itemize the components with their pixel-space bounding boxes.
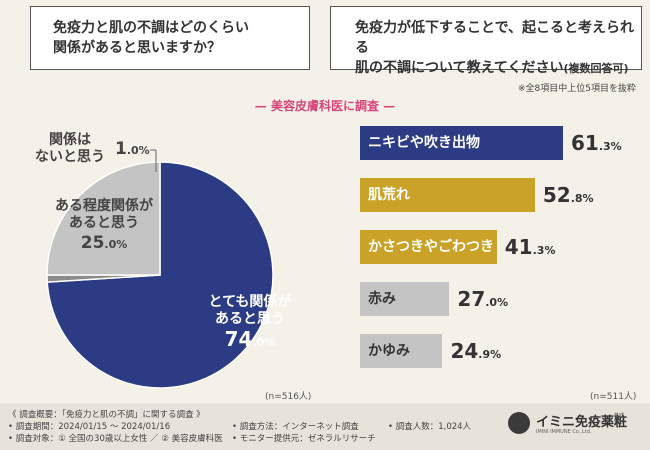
bar-label-2: かさつきやごわつき xyxy=(368,239,494,255)
bar-label-4: かゆみ xyxy=(368,343,410,359)
pie-value-slice-1: 1.0% xyxy=(115,139,150,159)
footer-count: • 調査人数：1,024人 xyxy=(388,422,472,432)
bar-label-3: 赤み xyxy=(368,291,396,307)
survey-title: — 美容皮膚科医に調査 — xyxy=(254,99,396,113)
footer-method: • 調査方法：インターネット調査 xyxy=(232,422,359,432)
question-2-line1: 免疫力が低下することで、起こると考えられる xyxy=(355,20,635,56)
bar-label-1: 肌荒れ xyxy=(368,187,410,203)
question-2-note: (複数回答可) xyxy=(563,62,629,75)
bar-1 xyxy=(360,178,535,212)
bar-value-0: 61.3% xyxy=(571,131,622,155)
pie-label-slice-1: 関係は ないと思う xyxy=(35,132,105,165)
question-1-line2: 関係があると思いますか？ xyxy=(53,40,221,56)
question-2-line2: 肌の不調について教えてください xyxy=(355,60,564,76)
bar-label-0: ニキビや吹き出物 xyxy=(368,135,480,151)
bar-2 xyxy=(360,230,497,264)
footer: 《 調査概要：「免疫力と肌の不調」に関する調査 》 • 調査期間：2024/01… xyxy=(0,403,650,450)
footer-target: • 調査対象：① 全国の30歳以上女性 ／ ② 美容皮膚科医 xyxy=(8,434,223,444)
bar-value-2: 41.3% xyxy=(504,235,556,259)
bar-4 xyxy=(360,334,443,368)
question-1-line1: 免疫力と肌の不調はどのくらい xyxy=(53,20,249,36)
pie-n-label: (n=516人) xyxy=(265,392,312,402)
bar-n-label: (n=511人) xyxy=(590,392,637,402)
question-1-box: 免疫力と肌の不調はどのくらい 関係があると思いますか？ xyxy=(30,6,310,70)
bar-value-3: 27.0% xyxy=(457,287,509,311)
footer-monitor: • モニター提供元：ゼネラルリサーチ xyxy=(232,434,376,444)
footer-title: 《 調査概要：「免疫力と肌の不調」に関する調査 》 xyxy=(8,410,205,420)
pie-label-slice-0: とても関係が あると思う 74.0% xyxy=(208,294,292,351)
selection-note: ※全8項目中上位5項目を抜粋 xyxy=(518,84,636,94)
bar-value-4: 24.9% xyxy=(450,339,502,363)
bar-0 xyxy=(360,126,563,160)
pie-label-slice-2: ある程度関係が あると思う 25.0% xyxy=(55,198,153,253)
company-logo: イミニ免疫薬粧 IMINI IMMUNE Co.,Ltd. 株式会社 xyxy=(508,409,630,439)
footer-period: • 調査期間：2024/01/15 ～ 2024/01/16 xyxy=(8,422,171,432)
logo-mark-icon xyxy=(508,412,530,434)
pie-slice-2 xyxy=(46,161,161,276)
question-2-box: 免疫力が低下することで、起こると考えられる 肌の不調について教えてください(複数… xyxy=(330,6,642,76)
bar-3 xyxy=(360,282,450,316)
bar-value-1: 52.8% xyxy=(542,183,594,207)
